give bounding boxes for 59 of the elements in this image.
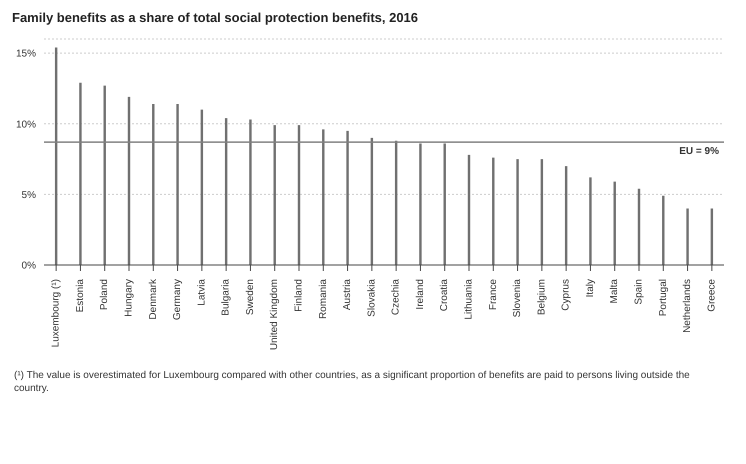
x-tick-label: Estonia [74, 278, 86, 312]
x-tick-label: Romania [318, 278, 329, 320]
ref-line-label: EU = 9% [679, 146, 720, 158]
bar [274, 125, 276, 265]
bar [79, 82, 82, 265]
bar [346, 130, 349, 265]
x-tick-label: Sweden [244, 279, 256, 316]
x-tick-label: Cyprus [560, 279, 572, 311]
y-tick-label: 0% [22, 260, 36, 272]
x-tick-label: Portugal [658, 279, 669, 316]
bar [370, 138, 374, 265]
chart-title: Family benefits as a share of total social protection benefits, 2016 [11, 9, 420, 25]
x-tick-label: Luxembourg (¹) [50, 279, 62, 348]
x-tick-label: Bulgaria [220, 278, 232, 316]
x-tick-label: Greece [706, 278, 718, 312]
bar [614, 182, 616, 265]
bar [54, 47, 58, 265]
bar [516, 159, 519, 265]
x-tick-label: Austria [342, 278, 354, 310]
bar [540, 159, 544, 265]
x-tick-label: Netherlands [682, 279, 694, 333]
x-tick-label: France [488, 278, 499, 310]
bar [564, 166, 568, 265]
x-tick-label: Lithuania [464, 278, 474, 320]
bar [224, 118, 228, 265]
bar [444, 144, 446, 265]
bar [492, 158, 494, 265]
x-tick-label: Malta [609, 278, 620, 304]
bar [104, 86, 106, 265]
y-tick-label: 5% [22, 190, 36, 201]
x-tick-label: Germany [172, 279, 184, 320]
y-tick-label: 15% [16, 48, 36, 60]
x-tick-label: Czechia [390, 278, 402, 316]
x-tick-label: Finland [294, 279, 304, 312]
bar [662, 196, 664, 265]
bar [589, 177, 592, 265]
text: (¹) The value is overestimated for Luxembourg compared with other countries, as a significant proportion of benefits are paid to persons living outside the country. [13, 369, 691, 395]
bar [152, 104, 154, 265]
x-tick-label: Slovenia [512, 278, 524, 318]
x-tick-label: Spain [634, 279, 644, 305]
x-tick-label: Hungary [124, 279, 134, 317]
x-tick-label: Denmark [148, 278, 159, 320]
bar [176, 104, 179, 265]
bar [686, 208, 689, 265]
bar [394, 140, 398, 265]
bar [249, 120, 252, 265]
x-tick-label: Slovakia [366, 278, 378, 317]
x-tick-label: United Kingdom [269, 279, 280, 350]
y-tick-label: 10% [16, 119, 36, 130]
x-tick-label: Italy [584, 279, 596, 298]
bar [322, 129, 324, 265]
x-tick-label: Croatia [439, 278, 450, 312]
x-tick-label: Latvia [196, 278, 208, 306]
x-tick-label: Belgium [536, 279, 548, 316]
bar [419, 144, 422, 265]
x-tick-label: Poland [99, 279, 110, 310]
bar [200, 110, 204, 265]
x-tick-label: Ireland [414, 279, 426, 310]
bar [710, 208, 714, 265]
